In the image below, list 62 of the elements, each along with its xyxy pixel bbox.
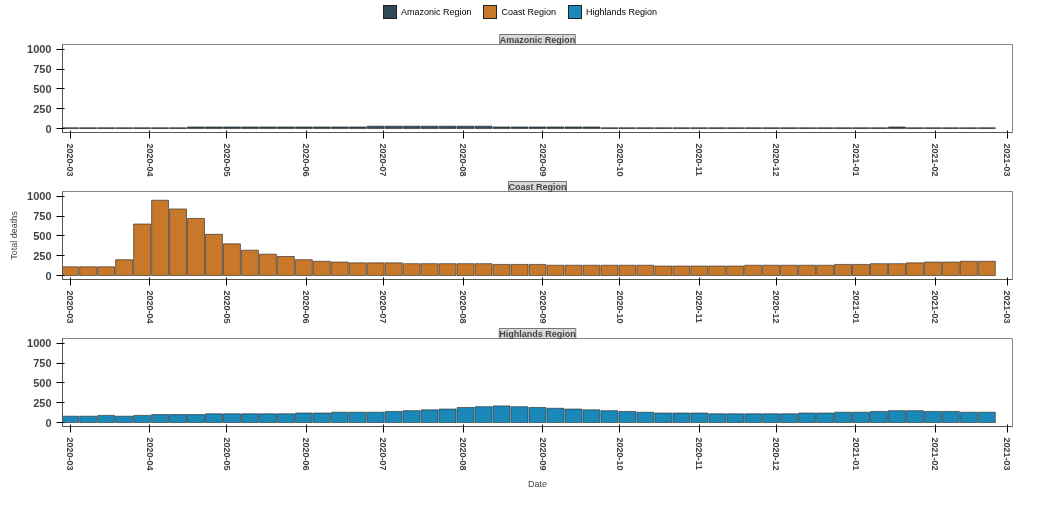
x-tick-label: 2020-05 xyxy=(221,437,232,471)
y-tick-label: 1000 xyxy=(27,190,52,203)
y-tick-label: 500 xyxy=(33,82,52,95)
x-tick-label: 2020-05 xyxy=(221,143,232,177)
x-tick-label: 2020-12 xyxy=(771,290,782,324)
y-tick-label: 750 xyxy=(33,357,52,370)
x-tick-label: 2021-02 xyxy=(930,143,941,177)
x-tick-label: 2020-06 xyxy=(301,290,312,324)
y-tick-label: 1000 xyxy=(27,43,52,56)
x-tick-label: 2020-11 xyxy=(694,290,705,324)
y-tick-label: 0 xyxy=(45,416,52,429)
x-tick-label: 2020-05 xyxy=(221,290,232,324)
x-tick-label: 2020-12 xyxy=(771,143,782,177)
x-tick-label: 2020-08 xyxy=(458,437,469,471)
legend-label: Coast Region xyxy=(501,5,557,19)
x-tick-label: 2021-01 xyxy=(850,143,861,177)
x-tick-label: 2021-01 xyxy=(850,290,861,324)
x-tick-label: 2020-10 xyxy=(614,290,625,324)
x-tick-label: 2020-11 xyxy=(694,143,705,177)
y-tick-label: 500 xyxy=(33,229,52,242)
y-tick-label: 250 xyxy=(33,249,52,262)
x-tick-label: 2020-06 xyxy=(301,437,312,471)
x-tick-label: 2020-08 xyxy=(458,290,469,324)
x-tick-label: 2020-03 xyxy=(65,143,76,177)
y-tick-label: 250 xyxy=(33,102,52,115)
x-tick-label: 2020-04 xyxy=(144,437,155,471)
x-tick-label: 2021-03 xyxy=(1002,290,1013,324)
x-tick-label: 2020-07 xyxy=(378,143,389,177)
x-tick-label: 2020-04 xyxy=(144,143,155,177)
x-tick-label: 2020-11 xyxy=(694,437,705,471)
legend-label: Highlands Region xyxy=(586,5,658,19)
chart-title: Coast Region xyxy=(508,181,567,192)
x-tick-label: 2020-09 xyxy=(537,143,548,177)
x-tick-label: 2021-03 xyxy=(1002,143,1013,177)
y-axis-title: Total deaths xyxy=(9,210,20,260)
x-tick-label: 2020-06 xyxy=(301,143,312,177)
y-tick-label: 0 xyxy=(45,122,52,135)
x-tick-label: 2020-10 xyxy=(614,143,625,177)
x-tick-label: 2020-12 xyxy=(771,437,782,471)
y-tick-label: 500 xyxy=(33,376,52,389)
x-tick-label: 2020-03 xyxy=(65,437,76,471)
x-tick-label: 2020-03 xyxy=(65,290,76,324)
legend-label: Amazonic Region xyxy=(400,5,472,19)
x-tick-label: 2020-09 xyxy=(537,437,548,471)
x-tick-label: 2020-10 xyxy=(614,437,625,471)
y-tick-label: 0 xyxy=(45,269,52,282)
x-tick-label: 2020-07 xyxy=(378,290,389,324)
x-tick-label: 2021-02 xyxy=(930,290,941,324)
x-tick-label: 2021-02 xyxy=(930,437,941,471)
y-tick-label: 750 xyxy=(33,63,52,76)
x-tick-label: 2021-01 xyxy=(850,437,861,471)
x-tick-label: 2020-04 xyxy=(144,290,155,324)
y-tick-label: 1000 xyxy=(27,337,52,350)
y-tick-label: 250 xyxy=(33,396,52,409)
chart-title: Highlands Region xyxy=(499,328,576,339)
x-tick-label: 2020-08 xyxy=(458,143,469,177)
x-axis-title: Date xyxy=(527,478,548,489)
x-tick-label: 2020-09 xyxy=(537,290,548,324)
x-tick-label: 2021-03 xyxy=(1002,437,1013,471)
y-tick-label: 750 xyxy=(33,210,52,223)
chart-title: Amazonic Region xyxy=(499,34,576,45)
x-tick-label: 2020-07 xyxy=(378,437,389,471)
